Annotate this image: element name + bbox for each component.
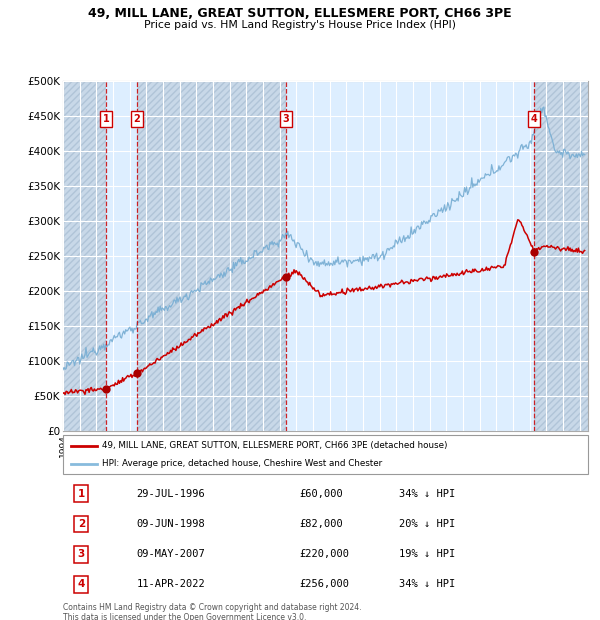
Text: 3: 3 — [282, 114, 289, 124]
Text: 19% ↓ HPI: 19% ↓ HPI — [399, 549, 455, 559]
Bar — [137, 81, 286, 431]
Text: Price paid vs. HM Land Registry's House Price Index (HPI): Price paid vs. HM Land Registry's House … — [144, 20, 456, 30]
Text: 09-MAY-2007: 09-MAY-2007 — [137, 549, 205, 559]
Text: 11-APR-2022: 11-APR-2022 — [137, 580, 205, 590]
FancyBboxPatch shape — [63, 435, 588, 474]
Text: £220,000: £220,000 — [299, 549, 349, 559]
Bar — [286, 81, 535, 431]
Text: 4: 4 — [531, 114, 538, 124]
Text: 20% ↓ HPI: 20% ↓ HPI — [399, 519, 455, 529]
Text: £256,000: £256,000 — [299, 580, 349, 590]
Text: 2: 2 — [78, 519, 85, 529]
Bar — [137, 81, 286, 431]
Text: 09-JUN-1998: 09-JUN-1998 — [137, 519, 205, 529]
Text: 3: 3 — [78, 549, 85, 559]
Text: 1: 1 — [103, 114, 109, 124]
Text: Contains HM Land Registry data © Crown copyright and database right 2024.
This d: Contains HM Land Registry data © Crown c… — [63, 603, 361, 620]
Text: 29-JUL-1996: 29-JUL-1996 — [137, 489, 205, 498]
Bar — [63, 81, 106, 431]
Bar — [106, 81, 137, 431]
Text: 2: 2 — [134, 114, 140, 124]
Text: 34% ↓ HPI: 34% ↓ HPI — [399, 580, 455, 590]
Bar — [63, 81, 106, 431]
Text: 34% ↓ HPI: 34% ↓ HPI — [399, 489, 455, 498]
Bar — [535, 81, 588, 431]
Text: 1: 1 — [78, 489, 85, 498]
Text: 49, MILL LANE, GREAT SUTTON, ELLESMERE PORT, CH66 3PE (detached house): 49, MILL LANE, GREAT SUTTON, ELLESMERE P… — [103, 441, 448, 450]
Text: HPI: Average price, detached house, Cheshire West and Chester: HPI: Average price, detached house, Ches… — [103, 459, 383, 468]
Text: 4: 4 — [77, 580, 85, 590]
Text: £82,000: £82,000 — [299, 519, 343, 529]
Text: £60,000: £60,000 — [299, 489, 343, 498]
Text: 49, MILL LANE, GREAT SUTTON, ELLESMERE PORT, CH66 3PE: 49, MILL LANE, GREAT SUTTON, ELLESMERE P… — [88, 7, 512, 20]
Bar — [535, 81, 588, 431]
